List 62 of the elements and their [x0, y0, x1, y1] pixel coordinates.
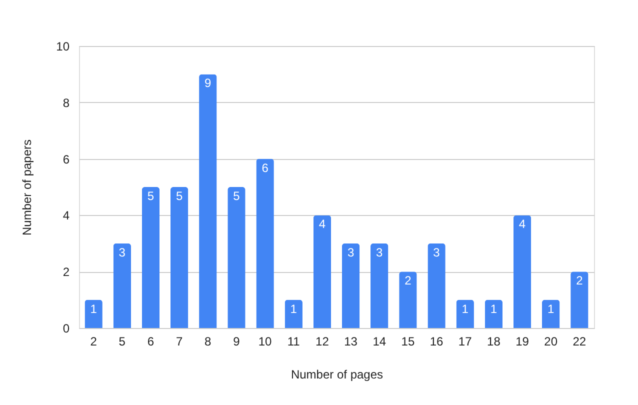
data-label: 6	[262, 160, 269, 175]
y-tick-label: 2	[62, 265, 70, 280]
data-label: 9	[204, 76, 212, 90]
bar	[428, 243, 446, 328]
x-tick-label: 20	[544, 334, 558, 348]
x-tick-label: 10	[258, 334, 272, 348]
bar	[228, 187, 246, 328]
y-axis-title: Number of papers	[20, 139, 34, 236]
y-tick-label: 8	[62, 96, 70, 110]
bar	[370, 243, 388, 328]
x-tick-label: 17	[458, 334, 472, 348]
data-label: 2	[576, 274, 584, 288]
data-label: 1	[548, 302, 554, 316]
x-tick-label: 11	[287, 334, 300, 348]
y-tick-label: 6	[62, 152, 70, 166]
data-label: 3	[118, 245, 126, 260]
x-tick-label: 15	[401, 334, 415, 348]
bar	[513, 215, 532, 328]
bar	[84, 300, 102, 328]
x-tick-label: 22	[572, 334, 586, 348]
x-tick-label: 9	[233, 334, 240, 348]
bar	[199, 74, 217, 328]
bar	[570, 272, 588, 328]
y-tick-label: 10	[56, 40, 70, 54]
data-label: 5	[233, 189, 240, 203]
x-tick-label: 18	[487, 334, 501, 348]
x-tick-label: 14	[372, 334, 386, 348]
x-tick-label: 5	[118, 334, 126, 348]
bar	[456, 300, 474, 328]
x-axis-title: Number of pages	[290, 368, 384, 382]
x-tick-label: 8	[204, 334, 212, 348]
x-tick-label: 13	[344, 334, 358, 348]
bar	[113, 243, 132, 328]
x-tick-label: 16	[430, 334, 444, 348]
data-label: 1	[462, 302, 469, 316]
data-label: 4	[318, 217, 326, 232]
data-label: 4	[518, 217, 526, 232]
bar	[256, 158, 274, 328]
bar	[342, 243, 360, 328]
x-tick-label: 12	[316, 334, 330, 348]
data-label: 5	[147, 189, 154, 203]
y-tick-label: 4	[62, 208, 70, 223]
bar	[542, 300, 560, 328]
data-label: 1	[290, 302, 298, 316]
x-tick-label: 6	[147, 334, 154, 348]
data-label: 5	[176, 189, 183, 203]
bar	[484, 300, 503, 328]
data-label: 3	[433, 245, 440, 260]
data-label: 1	[490, 302, 498, 316]
data-label: 1	[90, 302, 98, 316]
bar	[313, 215, 332, 328]
bar	[170, 187, 188, 328]
x-tick-label: 2	[90, 334, 98, 348]
y-tick-label: 0	[62, 322, 70, 336]
data-label: 3	[376, 245, 384, 260]
data-label: 3	[347, 245, 354, 260]
bar	[142, 187, 160, 328]
x-tick-label: 7	[176, 334, 183, 348]
bar	[284, 300, 302, 328]
x-tick-label: 19	[516, 334, 530, 348]
data-label: 2	[404, 274, 412, 288]
bar	[399, 272, 417, 328]
